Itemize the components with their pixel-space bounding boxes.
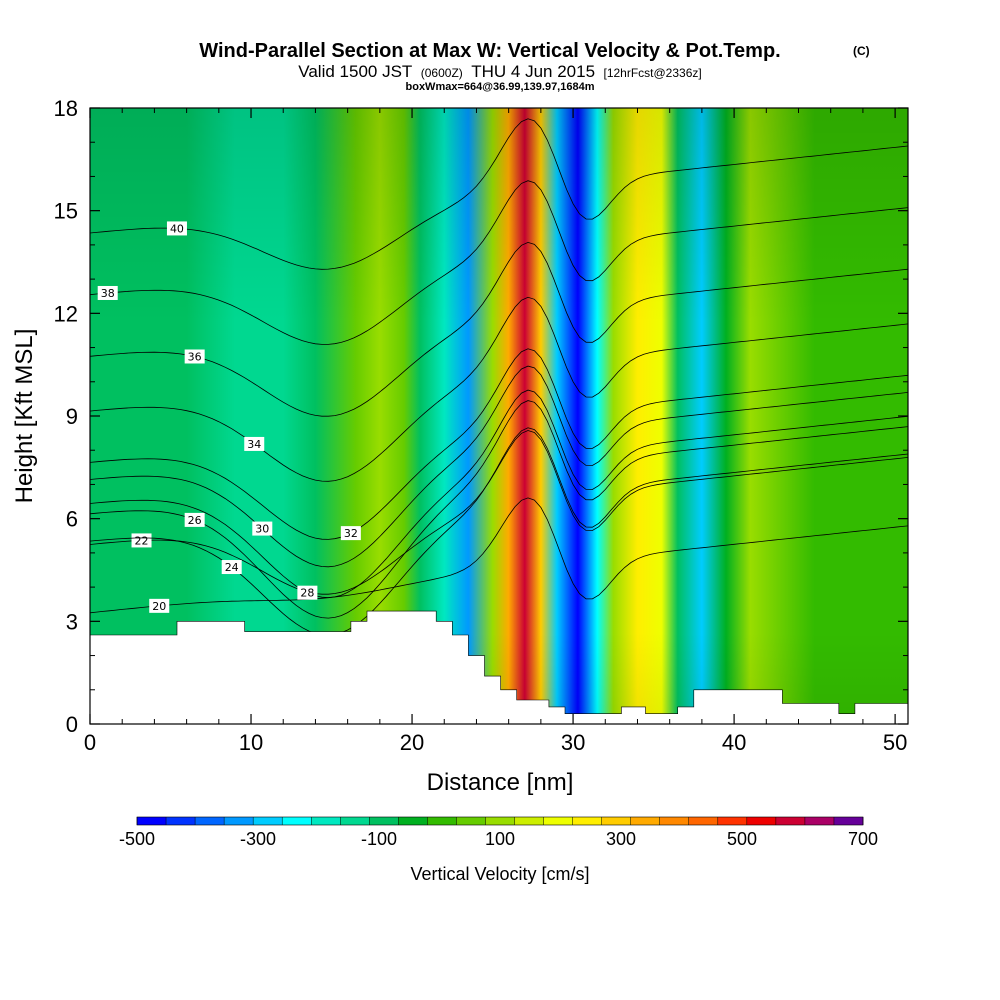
theta-contour-40: [90, 118, 908, 270]
contour-label-bg: [244, 436, 265, 451]
y-axis-label: Height [Kft MSL]: [11, 329, 38, 504]
theta-contour-28: [90, 389, 908, 599]
chart-title-mark: (C): [853, 44, 870, 58]
contour-label-bg: [340, 526, 361, 541]
contour-label-22: 22: [135, 534, 149, 547]
contour-label-bg: [131, 533, 152, 548]
colorbar-tick-label: 500: [727, 829, 757, 849]
theta-contours: 20 22 24 26 28 30 32 34 36 38 40: [90, 118, 908, 636]
plot-area: 20 22 24 26 28 30 32 34 36 38 40: [90, 108, 908, 724]
subtitle-fcst: [12hrFcst@2336z]: [603, 66, 701, 80]
colorbar-tick-label: 300: [606, 829, 636, 849]
contour-label-32: 32: [344, 527, 358, 540]
theta-contour-30: [90, 365, 908, 568]
colorbar-swatch: [601, 817, 631, 825]
contour-label-36: 36: [188, 350, 202, 363]
contour-label-24: 24: [225, 561, 239, 574]
colorbar-swatch: [311, 817, 341, 825]
contour-label-bg: [184, 512, 205, 527]
colorbar-swatch: [543, 817, 573, 825]
colorbar-swatch: [137, 817, 167, 825]
colorbar-swatch: [485, 817, 515, 825]
x-axis-label: Distance [nm]: [427, 769, 574, 796]
x-tick-label: 0: [84, 730, 96, 755]
contour-label-38: 38: [101, 287, 115, 300]
y-tick-label: 15: [54, 199, 78, 224]
contour-label-bg: [149, 598, 170, 613]
x-tick-label: 10: [239, 730, 263, 755]
colorbar-swatch: [630, 817, 661, 825]
y-tick-label: 12: [54, 301, 78, 326]
theta-contour-34: [90, 296, 908, 482]
contour-label-bg: [221, 560, 242, 575]
y-tick-label: 3: [66, 609, 78, 634]
colorbar-swatch: [688, 817, 719, 825]
contour-label-26: 26: [188, 514, 202, 527]
colorbar-tick-label: 100: [485, 829, 515, 849]
subtitle-valid: Valid 1500 JST: [298, 62, 412, 81]
colorbar-swatch: [282, 817, 312, 825]
x-tick-label: 20: [400, 730, 424, 755]
colorbar-swatch: [717, 817, 748, 825]
x-tick-label: 40: [722, 730, 746, 755]
colorbar-swatch: [427, 817, 457, 825]
colorbar-tick-label: 700: [848, 829, 878, 849]
colorbar-swatch: [224, 817, 254, 825]
colorbar-tick-label: -500: [119, 829, 155, 849]
colorbar-tick-label: -300: [240, 829, 276, 849]
chart-subtitle: Valid 1500 JST (0600Z) THU 4 Jun 2015 [1…: [298, 62, 701, 81]
contour-label-34: 34: [247, 438, 261, 451]
x-tick-label: 30: [561, 730, 585, 755]
colorbar-swatch: [833, 817, 864, 825]
terrain-mask: [90, 610, 908, 724]
colorbar-swatch: [195, 817, 225, 825]
colorbar-swatch: [775, 817, 806, 825]
colorbar-swatch: [369, 817, 399, 825]
contour-label-30: 30: [255, 523, 269, 536]
y-tick-label: 18: [54, 96, 78, 121]
contour-label-bg: [97, 285, 118, 300]
y-tick-label: 9: [66, 404, 78, 429]
colorbar-label: Vertical Velocity [cm/s]: [410, 864, 589, 884]
theta-contour-36: [90, 241, 908, 417]
theta-contour-26: [90, 400, 908, 619]
subtitle-utc: (0600Z): [421, 66, 463, 80]
contour-label-20: 20: [152, 600, 166, 613]
colorbar-swatch: [514, 817, 544, 825]
x-tick-label: 50: [883, 730, 907, 755]
chart-title: Wind-Parallel Section at Max W: Vertical…: [199, 40, 780, 62]
theta-contour-22: [90, 430, 908, 595]
theta-contour-38: [90, 180, 908, 345]
colorbar-tick-label: -100: [361, 829, 397, 849]
subtitle-date: THU 4 Jun 2015: [471, 62, 595, 81]
colorbar-swatch: [659, 817, 690, 825]
colorbar-swatch: [398, 817, 428, 825]
colorbar-swatch: [456, 817, 486, 825]
contour-label-bg: [166, 221, 187, 236]
colorbar-swatch: [804, 817, 835, 825]
colorbar-swatch: [572, 817, 602, 825]
colorbar-swatch: [340, 817, 370, 825]
colorbar: -500 -300 -100 100 300 500 700: [119, 816, 878, 849]
contour-label-40: 40: [170, 222, 184, 235]
theta-contour-32: [90, 348, 908, 540]
colorbar-swatch: [166, 817, 196, 825]
contour-label-bg: [252, 521, 273, 536]
y-tick-label: 6: [66, 507, 78, 532]
chart-detail-line: boxWmax=664@36.99,139.97,1684m: [406, 81, 595, 93]
colorbar-swatch: [746, 817, 777, 825]
colorbar-swatch: [253, 817, 283, 825]
y-tick-label: 0: [66, 712, 78, 737]
theta-contour-20: [90, 497, 908, 614]
contour-label-bg: [297, 585, 318, 600]
contour-label-28: 28: [300, 587, 314, 600]
contour-label-bg: [184, 349, 205, 364]
